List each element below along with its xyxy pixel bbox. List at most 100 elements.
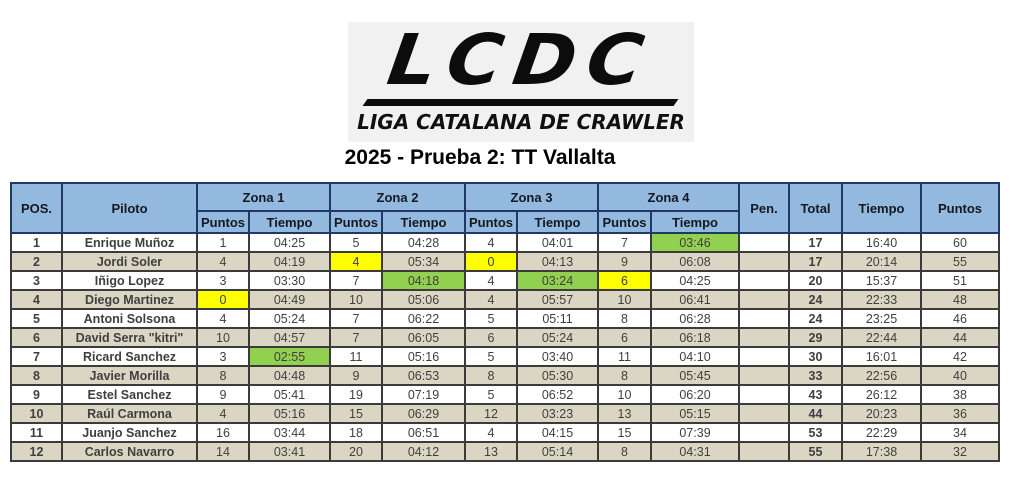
results-table: POS. Piloto Zona 1 Zona 2 Zona 3 Zona 4 … — [10, 182, 1000, 462]
cell-z4t: 06:28 — [650, 308, 740, 329]
cell-z1p: 1 — [196, 232, 250, 253]
cell-puntos: 38 — [920, 384, 1000, 405]
header-zona-1: Zona 1 — [196, 182, 331, 212]
cell-z4t: 04:25 — [650, 270, 740, 291]
logo-underline — [362, 99, 680, 106]
cell-z1p: 10 — [196, 327, 250, 348]
cell-pen — [738, 422, 790, 443]
cell-z3p: 5 — [464, 384, 518, 405]
cell-z3p: 4 — [464, 289, 518, 310]
cell-pos: 3 — [10, 270, 63, 291]
cell-z2t: 04:12 — [381, 441, 466, 462]
cell-pilot: Diego Martinez — [61, 289, 198, 310]
cell-z1t: 02:55 — [248, 346, 331, 367]
table-row: 10 Raúl Carmona 4 05:16 15 06:29 12 03:2… — [10, 403, 1000, 424]
cell-z1p: 9 — [196, 384, 250, 405]
cell-z4p: 8 — [597, 365, 652, 386]
cell-total: 55 — [788, 441, 843, 462]
cell-z2t: 05:06 — [381, 289, 466, 310]
cell-z1p: 3 — [196, 346, 250, 367]
cell-z4p: 8 — [597, 441, 652, 462]
cell-pos: 1 — [10, 232, 63, 253]
cell-pos: 6 — [10, 327, 63, 348]
cell-pen — [738, 270, 790, 291]
cell-pen — [738, 327, 790, 348]
cell-tiempo: 16:01 — [841, 346, 922, 367]
cell-z4p: 10 — [597, 384, 652, 405]
cell-total: 24 — [788, 308, 843, 329]
cell-pos: 4 — [10, 289, 63, 310]
cell-pen — [738, 384, 790, 405]
cell-z1t: 03:41 — [248, 441, 331, 462]
cell-puntos: 46 — [920, 308, 1000, 329]
cell-z2p: 10 — [329, 289, 383, 310]
cell-pilot: Javier Morilla — [61, 365, 198, 386]
cell-z4p: 13 — [597, 403, 652, 424]
cell-pen — [738, 251, 790, 272]
cell-z2t: 06:53 — [381, 365, 466, 386]
table-row: 9 Estel Sanchez 9 05:41 19 07:19 5 06:52… — [10, 384, 1000, 405]
table-row: 1 Enrique Muñoz 1 04:25 5 04:28 4 04:01 … — [10, 232, 1000, 253]
cell-pos: 12 — [10, 441, 63, 462]
table-row: 4 Diego Martinez 0 04:49 10 05:06 4 05:5… — [10, 289, 1000, 310]
cell-z1t: 03:30 — [248, 270, 331, 291]
cell-z1t: 05:24 — [248, 308, 331, 329]
cell-tiempo: 22:33 — [841, 289, 922, 310]
cell-z2t: 06:51 — [381, 422, 466, 443]
cell-z4p: 6 — [597, 327, 652, 348]
cell-z3p: 4 — [464, 270, 518, 291]
cell-puntos: 40 — [920, 365, 1000, 386]
header-z2-tiempo: Tiempo — [381, 210, 466, 234]
cell-z1p: 8 — [196, 365, 250, 386]
cell-z3t: 05:30 — [516, 365, 599, 386]
cell-tiempo: 20:23 — [841, 403, 922, 424]
header-zona-2: Zona 2 — [329, 182, 466, 212]
cell-z1t: 04:49 — [248, 289, 331, 310]
cell-z2p: 5 — [329, 232, 383, 253]
cell-z2p: 15 — [329, 403, 383, 424]
header-total: Total — [788, 182, 843, 234]
cell-z1p: 16 — [196, 422, 250, 443]
header-zona-3: Zona 3 — [464, 182, 599, 212]
cell-z2p: 9 — [329, 365, 383, 386]
cell-z3p: 5 — [464, 308, 518, 329]
cell-pilot: Carlos Navarro — [61, 441, 198, 462]
cell-tiempo: 22:56 — [841, 365, 922, 386]
cell-pilot: Ricard Sanchez — [61, 346, 198, 367]
cell-total: 17 — [788, 232, 843, 253]
cell-pen — [738, 308, 790, 329]
cell-z3t: 03:40 — [516, 346, 599, 367]
cell-z4p: 10 — [597, 289, 652, 310]
page-title: 2025 - Prueba 2: TT Vallalta — [344, 146, 616, 169]
header-z4-tiempo: Tiempo — [650, 210, 740, 234]
cell-pos: 2 — [10, 251, 63, 272]
cell-z3p: 6 — [464, 327, 518, 348]
header-total-tiempo: Tiempo — [841, 182, 922, 234]
cell-z3p: 13 — [464, 441, 518, 462]
cell-pos: 8 — [10, 365, 63, 386]
cell-pen — [738, 441, 790, 462]
cell-total: 17 — [788, 251, 843, 272]
cell-z2t: 04:18 — [381, 270, 466, 291]
cell-tiempo: 22:44 — [841, 327, 922, 348]
cell-z3p: 5 — [464, 346, 518, 367]
cell-z4t: 07:39 — [650, 422, 740, 443]
header-z3-puntos: Puntos — [464, 210, 518, 234]
cell-total: 33 — [788, 365, 843, 386]
cell-z4t: 06:41 — [650, 289, 740, 310]
cell-z3p: 0 — [464, 251, 518, 272]
cell-z1p: 4 — [196, 251, 250, 272]
table-row: 8 Javier Morilla 8 04:48 9 06:53 8 05:30… — [10, 365, 1000, 386]
cell-z2p: 4 — [329, 251, 383, 272]
table-row: 12 Carlos Navarro 14 03:41 20 04:12 13 0… — [10, 441, 1000, 462]
table-row: 5 Antoni Solsona 4 05:24 7 06:22 5 05:11… — [10, 308, 1000, 329]
cell-z2t: 06:22 — [381, 308, 466, 329]
cell-z4t: 05:45 — [650, 365, 740, 386]
cell-z4p: 9 — [597, 251, 652, 272]
cell-total: 29 — [788, 327, 843, 348]
cell-z2p: 18 — [329, 422, 383, 443]
header-z1-tiempo: Tiempo — [248, 210, 331, 234]
cell-z1t: 05:16 — [248, 403, 331, 424]
cell-z4t: 06:08 — [650, 251, 740, 272]
cell-z4t: 06:18 — [650, 327, 740, 348]
